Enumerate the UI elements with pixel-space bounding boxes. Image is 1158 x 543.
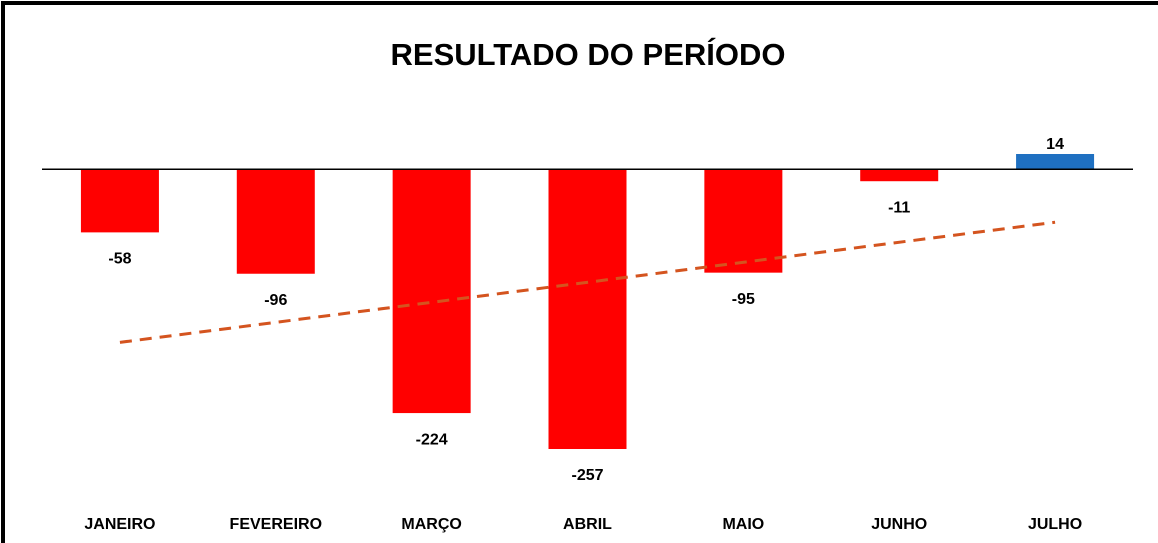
data-label: -11 bbox=[888, 199, 910, 216]
bar bbox=[1016, 154, 1095, 170]
x-tick-label: JUNHO bbox=[871, 516, 927, 533]
data-label: -95 bbox=[732, 291, 755, 308]
x-tick-label: MARÇO bbox=[401, 516, 461, 533]
data-label: -257 bbox=[571, 467, 603, 484]
x-tick-label: JULHO bbox=[1028, 516, 1082, 533]
bar bbox=[236, 169, 315, 274]
x-tick-label: FEVEREIRO bbox=[230, 516, 322, 533]
bar bbox=[548, 169, 627, 449]
bar bbox=[80, 169, 159, 233]
data-label: -96 bbox=[264, 292, 287, 309]
chart-title: RESULTADO DO PERÍODO bbox=[391, 37, 786, 72]
x-tick-label: ABRIL bbox=[563, 516, 612, 533]
x-tick-label: MAIO bbox=[722, 516, 764, 533]
bar bbox=[392, 169, 471, 414]
data-label: -224 bbox=[416, 431, 448, 448]
bar bbox=[860, 169, 939, 182]
trendline bbox=[119, 220, 1056, 344]
x-tick-label: JANEIRO bbox=[84, 516, 155, 533]
bar bbox=[704, 169, 783, 273]
data-label: -58 bbox=[108, 251, 131, 268]
data-label: 14 bbox=[1046, 136, 1064, 153]
